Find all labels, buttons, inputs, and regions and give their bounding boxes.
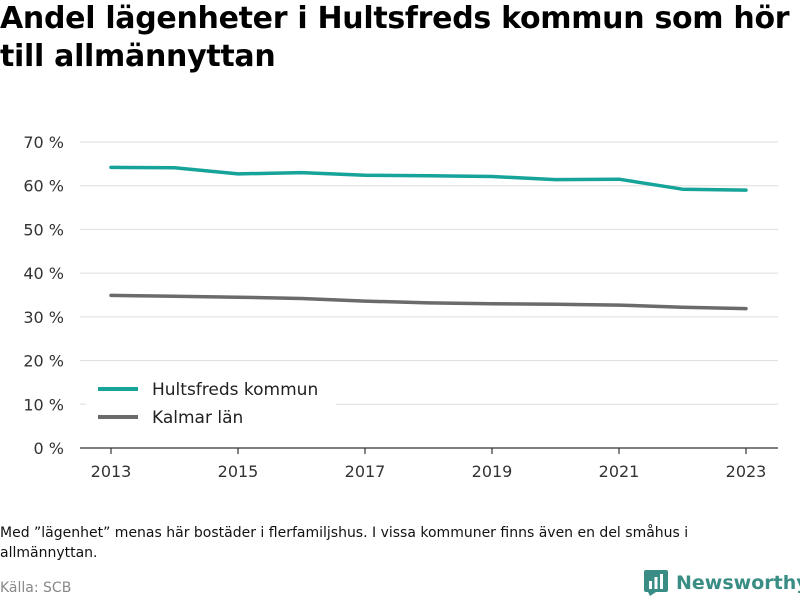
- y-tick-label: 30 %: [23, 308, 64, 327]
- y-tick-label: 10 %: [23, 395, 64, 414]
- series-lines: [109, 165, 748, 311]
- x-tick-label: 2013: [91, 462, 132, 481]
- chart-title: Andel lägenheter i Hultsfreds kommun som…: [0, 1, 790, 74]
- legend-label: Hultsfreds kommun: [152, 380, 318, 400]
- bar-chart-icon: [644, 570, 668, 596]
- y-tick-label: 40 %: [23, 264, 64, 283]
- y-tick-label: 60 %: [23, 177, 64, 196]
- x-axis-tick-labels: 2013 2015 2017 2019 2021 2023: [91, 448, 767, 481]
- y-tick-label: 70 %: [23, 133, 64, 152]
- y-axis-tick-labels: 0 % 10 % 20 % 30 % 40 % 50 % 60 % 70 %: [23, 133, 64, 458]
- x-tick-label: 2023: [726, 462, 767, 481]
- x-tick-label: 2017: [345, 462, 386, 481]
- legend: Hultsfreds kommun Kalmar län: [86, 371, 336, 433]
- series-line: [109, 293, 748, 311]
- brand-name: Newsworthy: [676, 572, 800, 594]
- x-tick-label: 2015: [218, 462, 259, 481]
- x-tick-label: 2021: [599, 462, 640, 481]
- x-tick-label: 2019: [472, 462, 513, 481]
- source-credit: Källa: SCB: [0, 580, 72, 596]
- legend-label: Kalmar län: [152, 408, 243, 428]
- footnote: Med ”lägenhet” menas här bostäder i fler…: [0, 525, 689, 561]
- brand-logo: Newsworthy: [644, 570, 800, 596]
- series-line: [109, 165, 748, 192]
- y-tick-label: 20 %: [23, 352, 64, 371]
- line-chart: 0 % 10 % 20 % 30 % 40 % 50 % 60 % 70 % 2013 2015…: [23, 133, 778, 481]
- y-tick-label: 50 %: [23, 220, 64, 239]
- legend-background: [86, 371, 336, 433]
- y-tick-label: 0 %: [34, 439, 64, 458]
- grid-lines: [80, 141, 778, 405]
